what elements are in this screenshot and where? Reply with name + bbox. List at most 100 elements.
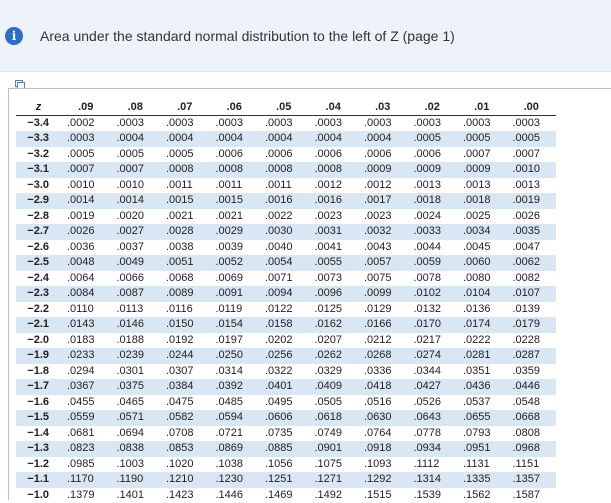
table-row: −2.4.0064.0066.0068.0069.0071.0073.0075.… — [16, 271, 556, 287]
probability-cell: .0427 — [408, 379, 458, 395]
table-row: −2.9.0014.0014.0015.0015.0016.0016.0017.… — [16, 193, 556, 209]
info-icon[interactable]: i — [5, 27, 23, 45]
probability-cell: .0122 — [259, 302, 309, 318]
probability-cell: .0485 — [210, 395, 260, 411]
probability-cell: .0057 — [358, 255, 408, 271]
probability-cell: .0006 — [408, 147, 458, 163]
probability-cell: .0003 — [408, 115, 458, 131]
probability-cell: .0004 — [309, 131, 359, 147]
page-title: Area under the standard normal distribut… — [40, 28, 455, 44]
probability-cell: .0011 — [160, 178, 210, 194]
probability-cell: .0630 — [358, 410, 408, 426]
probability-cell: .0262 — [309, 348, 359, 364]
table-row: −2.7.0026.0027.0028.0029.0030.0031.0032.… — [16, 224, 556, 240]
probability-cell: .0027 — [111, 224, 161, 240]
probability-cell: .0023 — [309, 209, 359, 225]
probability-cell: .0294 — [61, 364, 111, 380]
probability-cell: .0107 — [507, 286, 557, 302]
probability-cell: .0307 — [160, 364, 210, 380]
table-row: −3.1.0007.0007.0008.0008.0008.0008.0009.… — [16, 162, 556, 178]
column-header: .03 — [358, 100, 408, 115]
probability-cell: .0808 — [507, 426, 557, 442]
probability-cell: .0838 — [111, 441, 161, 457]
probability-cell: .0021 — [160, 209, 210, 225]
probability-cell: .0170 — [408, 317, 458, 333]
probability-cell: .0034 — [457, 224, 507, 240]
probability-cell: .1335 — [457, 472, 507, 488]
z-value-cell: −1.3 — [16, 441, 61, 457]
probability-cell: .0594 — [210, 410, 260, 426]
probability-cell: .0735 — [259, 426, 309, 442]
table-row: −1.8.0294.0301.0307.0314.0322.0329.0336.… — [16, 364, 556, 380]
z-value-cell: −2.5 — [16, 255, 61, 271]
probability-cell: .0008 — [259, 162, 309, 178]
probability-cell: .0007 — [61, 162, 111, 178]
probability-cell: .0078 — [408, 271, 458, 287]
probability-cell: .0007 — [507, 147, 557, 163]
probability-cell: .0096 — [309, 286, 359, 302]
probability-cell: .0853 — [160, 441, 210, 457]
probability-cell: .0951 — [457, 441, 507, 457]
probability-cell: .0059 — [408, 255, 458, 271]
probability-cell: .0003 — [210, 115, 260, 131]
probability-cell: .0314 — [210, 364, 260, 380]
column-header: .09 — [61, 100, 111, 115]
probability-cell: .0003 — [259, 115, 309, 131]
probability-cell: .0202 — [259, 333, 309, 349]
table-row: −2.6.0036.0037.0038.0039.0040.0041.0043.… — [16, 240, 556, 256]
probability-cell: .0582 — [160, 410, 210, 426]
probability-cell: .0010 — [111, 178, 161, 194]
probability-cell: .0179 — [507, 317, 557, 333]
probability-cell: .0054 — [259, 255, 309, 271]
probability-cell: .0239 — [111, 348, 161, 364]
probability-cell: .0007 — [457, 147, 507, 163]
probability-cell: .0039 — [210, 240, 260, 256]
probability-cell: .0094 — [259, 286, 309, 302]
z-value-cell: −2.9 — [16, 193, 61, 209]
probability-cell: .0367 — [61, 379, 111, 395]
probability-cell: .0336 — [358, 364, 408, 380]
probability-cell: .0003 — [309, 115, 359, 131]
probability-cell: .0025 — [457, 209, 507, 225]
table-row: −1.3.0823.0838.0853.0869.0885.0901.0918.… — [16, 441, 556, 457]
probability-cell: .0256 — [259, 348, 309, 364]
probability-cell: .0495 — [259, 395, 309, 411]
probability-cell: .0465 — [111, 395, 161, 411]
column-header-z: z — [16, 100, 61, 115]
z-value-cell: −2.6 — [16, 240, 61, 256]
probability-cell: .0020 — [111, 209, 161, 225]
z-value-cell: −3.1 — [16, 162, 61, 178]
table-row: −2.0.0183.0188.0192.0197.0202.0207.0212.… — [16, 333, 556, 349]
z-value-cell: −1.0 — [16, 488, 61, 503]
probability-cell: .0250 — [210, 348, 260, 364]
probability-cell: .0021 — [210, 209, 260, 225]
probability-cell: .0006 — [309, 147, 359, 163]
probability-cell: .0008 — [210, 162, 260, 178]
z-value-cell: −2.4 — [16, 271, 61, 287]
probability-cell: .0004 — [259, 131, 309, 147]
z-value-cell: −2.7 — [16, 224, 61, 240]
probability-cell: .0778 — [408, 426, 458, 442]
probability-cell: .0244 — [160, 348, 210, 364]
z-value-cell: −2.0 — [16, 333, 61, 349]
probability-cell: .0268 — [358, 348, 408, 364]
probability-cell: .0018 — [457, 193, 507, 209]
probability-cell: .0139 — [507, 302, 557, 318]
probability-cell: .0003 — [457, 115, 507, 131]
probability-cell: .1271 — [309, 472, 359, 488]
probability-cell: .0526 — [408, 395, 458, 411]
probability-cell: .1075 — [309, 457, 359, 473]
probability-cell: .0384 — [160, 379, 210, 395]
column-header: .04 — [309, 100, 359, 115]
probability-cell: .0154 — [210, 317, 260, 333]
probability-cell: .0968 — [507, 441, 557, 457]
probability-cell: .0003 — [358, 115, 408, 131]
probability-cell: .0668 — [507, 410, 557, 426]
probability-cell: .0505 — [309, 395, 359, 411]
probability-cell: .0018 — [408, 193, 458, 209]
probability-cell: .1446 — [210, 488, 260, 503]
probability-cell: .0016 — [259, 193, 309, 209]
probability-cell: .0749 — [309, 426, 359, 442]
probability-cell: .0080 — [457, 271, 507, 287]
probability-cell: .1190 — [111, 472, 161, 488]
